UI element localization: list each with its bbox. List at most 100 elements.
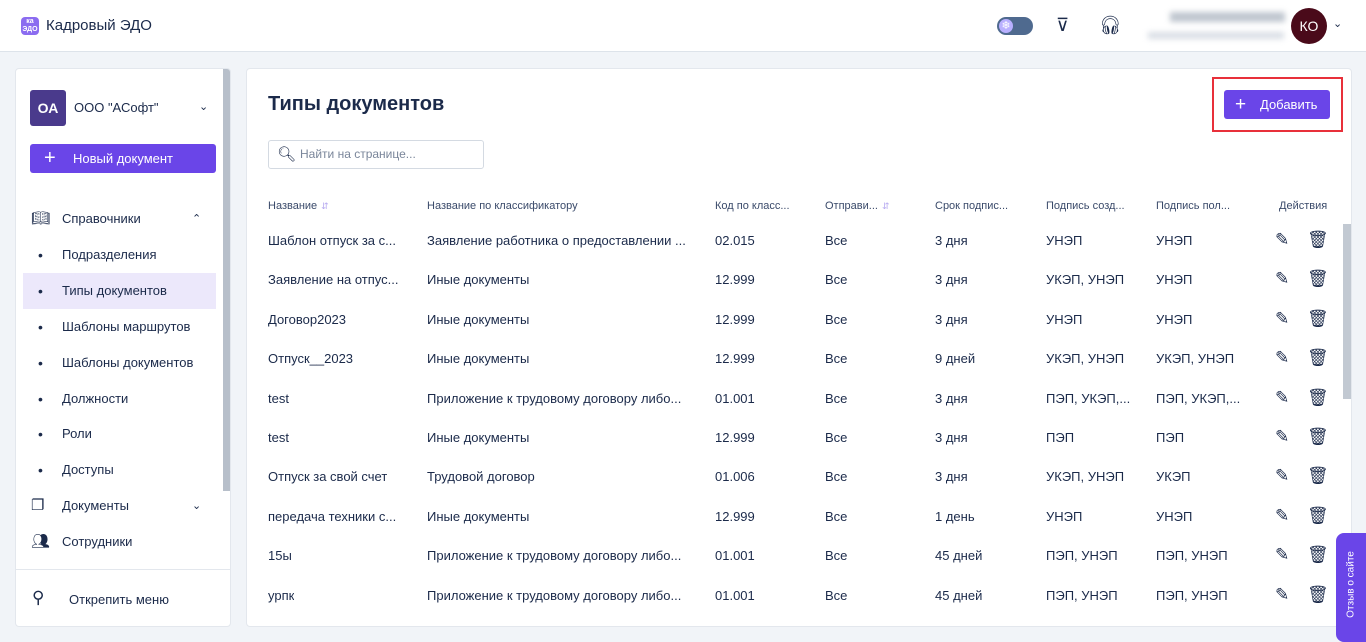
search-input[interactable]: [300, 147, 475, 161]
column-header[interactable]: Действия: [1279, 200, 1327, 212]
nav-label: Подразделения: [62, 247, 157, 262]
search-icon: 🔍︎: [277, 146, 297, 163]
table-cell: 12.999: [715, 351, 755, 367]
trash-icon[interactable]: 🗑︎: [1307, 269, 1329, 289]
sidebar-item-access[interactable]: • Доступы: [16, 452, 216, 488]
sort-icon[interactable]: ⇵: [881, 201, 890, 211]
send-icon[interactable]: ⊽: [1056, 15, 1070, 35]
trash-icon[interactable]: 🗑︎: [1307, 505, 1329, 525]
column-header[interactable]: Отправи... ⇵: [825, 200, 890, 212]
table-scrollbar[interactable]: [1343, 224, 1351, 399]
nav-label: Справочники: [62, 211, 141, 226]
trash-icon[interactable]: 🗑︎: [1307, 466, 1329, 486]
column-header[interactable]: Подпись созд...: [1046, 200, 1125, 212]
trash-icon[interactable]: 🗑︎: [1307, 584, 1329, 604]
table-cell: УНЭП: [1156, 311, 1193, 327]
sidebar-item-roles[interactable]: • Роли: [16, 416, 216, 452]
edit-icon[interactable]: ✎: [1275, 230, 1290, 249]
table-cell: 12.999: [715, 508, 755, 524]
column-header[interactable]: Название по классификатору: [427, 200, 578, 212]
table-row[interactable]: Договор2023 Иные документы 12.999 Все 3 дня У…: [247, 301, 1343, 340]
trash-icon[interactable]: 🗑︎: [1307, 545, 1329, 565]
sidebar-item-document-types[interactable]: • Типы документов: [23, 273, 216, 309]
table-cell: Все: [825, 587, 848, 603]
trash-icon[interactable]: 🗑︎: [1307, 348, 1329, 368]
edit-icon[interactable]: ✎: [1275, 505, 1290, 525]
edit-icon[interactable]: ✎: [1275, 466, 1290, 486]
sidebar-item-departments[interactable]: • Подразделения: [16, 237, 216, 273]
main-panel: Типы документов +Добавить 🔍︎ Название⇵На…: [246, 68, 1352, 627]
table-row[interactable]: 15ы Приложение к трудовому договору либо.…: [247, 537, 1343, 576]
table-cell: Заявление на отпус...: [268, 272, 399, 288]
table-cell: Иные документы: [427, 311, 530, 327]
trash-icon[interactable]: 🗑︎: [1307, 387, 1329, 407]
table-cell: ПЭП, УНЭП: [1046, 548, 1118, 564]
theme-toggle[interactable]: ❄: [997, 17, 1033, 35]
table-cell: УКЭП: [1156, 469, 1191, 485]
column-header-label: Название: [268, 200, 318, 212]
table-cell: УКЭП, УНЭП: [1046, 351, 1125, 367]
new-document-button[interactable]: + Новый документ: [30, 144, 216, 173]
edit-icon[interactable]: ✎: [1275, 348, 1290, 368]
chevron-down-icon[interactable]: ⌄: [1333, 18, 1343, 30]
table-row[interactable]: Заявление на отпус... Иные документы 12.99…: [247, 261, 1343, 300]
table-cell: Иные документы: [427, 508, 530, 524]
trash-icon[interactable]: 🗑︎: [1307, 427, 1329, 446]
user-avatar[interactable]: КО: [1291, 8, 1327, 44]
add-label: Добавить: [1260, 97, 1318, 112]
sidebar-item-employees[interactable]: 👥︎ Сотрудники: [16, 524, 216, 560]
unpin-menu-button[interactable]: ⚲ Открепить меню: [16, 569, 230, 626]
edit-icon[interactable]: ✎: [1275, 269, 1290, 289]
column-header[interactable]: Название ⇵: [268, 200, 329, 212]
table-row[interactable]: Отпуск за свой счет Трудовой договор 01.00…: [247, 458, 1343, 497]
column-header-label: Название по классификатору: [427, 200, 578, 212]
column-header-label: Срок подпис...: [935, 200, 1009, 212]
bullet-icon: •: [38, 247, 43, 263]
column-header-label: Отправи...: [825, 200, 878, 212]
add-button[interactable]: + Добавить: [1224, 90, 1330, 119]
table-row[interactable]: урпк Приложение к трудовому договору либо…: [247, 577, 1343, 616]
table-cell: 3 дня: [935, 430, 968, 445]
table-cell: 3 дня: [935, 390, 968, 406]
sidebar-item-document-templates[interactable]: • Шаблоны документов: [16, 345, 216, 381]
highlight-box: [1212, 77, 1343, 132]
app-title: Кадровый ЭДО: [46, 17, 152, 34]
table-cell: ПЭП, УКЭП,...: [1156, 390, 1241, 406]
sidebar-scrollbar[interactable]: [223, 69, 230, 491]
table-row[interactable]: test Приложение к трудовому договору либо…: [247, 380, 1343, 419]
table-cell: УКЭП, УНЭП: [1156, 351, 1235, 367]
column-header[interactable]: Срок подпис...: [935, 200, 1008, 212]
chevron-down-icon[interactable]: ⌄: [199, 101, 209, 113]
sort-icon[interactable]: ⇵: [321, 201, 329, 211]
table-row[interactable]: Шаблон отпуск за с... Заявление работника…: [247, 222, 1343, 261]
feedback-tab[interactable]: Отзыв о сайте: [1336, 533, 1366, 642]
table-row[interactable]: передача техники с... Иные документы 12.99…: [247, 498, 1343, 537]
table-cell: Все: [825, 469, 848, 485]
sidebar-item-directories[interactable]: 📖︎ Справочники ⌃: [16, 201, 216, 237]
table-row[interactable]: test Иные документы 12.999 Все 3 дня ПЭП ПЭП ✎ 🗑…: [247, 419, 1343, 458]
bullet-icon: •: [38, 391, 43, 407]
edit-icon[interactable]: ✎: [1275, 387, 1290, 407]
sidebar-item-positions[interactable]: • Должности: [16, 381, 216, 417]
documents-icon: ❐: [31, 497, 45, 514]
table-row[interactable]: Отпуск__2023 Иные документы 12.999 Все 9 дне…: [247, 340, 1343, 379]
headset-icon[interactable]: 🎧︎: [1099, 15, 1122, 35]
org-name[interactable]: ООО "АСофт": [74, 100, 159, 115]
nav-label: Документы: [62, 498, 130, 513]
sidebar-item-documents[interactable]: ❐ Документы ⌄: [16, 488, 216, 524]
edit-icon[interactable]: ✎: [1275, 427, 1290, 446]
sidebar-item-route-templates[interactable]: • Шаблоны маршрутов: [16, 309, 216, 345]
column-header[interactable]: Подпись пол...: [1156, 200, 1230, 212]
edit-icon[interactable]: ✎: [1275, 308, 1290, 328]
trash-icon[interactable]: 🗑︎: [1307, 308, 1329, 328]
unpin-icon: ⚲: [32, 588, 45, 607]
edit-icon[interactable]: ✎: [1275, 545, 1290, 565]
table-cell: Приложение к трудовому договору либо...: [427, 548, 682, 564]
search-box[interactable]: 🔍︎: [268, 140, 484, 169]
column-header-label: Код по класс...: [715, 200, 790, 212]
column-header[interactable]: Код по класс...: [715, 200, 790, 212]
unpin-label: Открепить меню: [69, 592, 169, 607]
trash-icon[interactable]: 🗑︎: [1307, 230, 1329, 249]
edit-icon[interactable]: ✎: [1275, 584, 1290, 604]
nav-label: Доступы: [62, 462, 114, 477]
